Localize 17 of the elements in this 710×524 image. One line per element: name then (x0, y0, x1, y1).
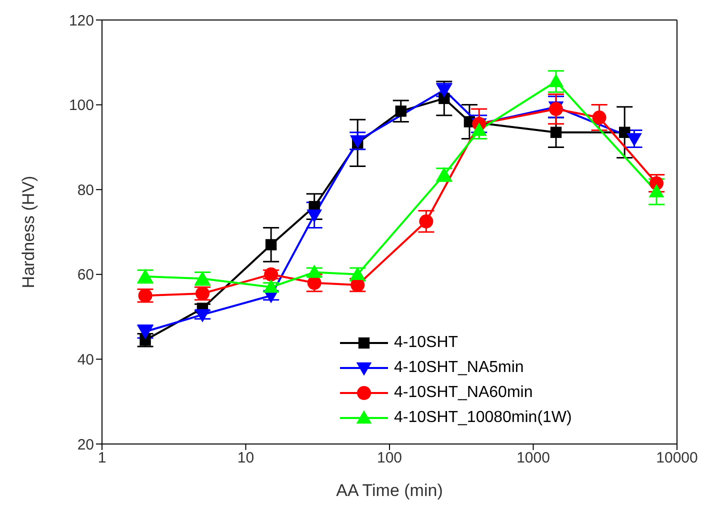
x-tick-label: 10000 (656, 450, 698, 467)
x-tick-label: 10 (237, 450, 254, 467)
y-tick-label: 120 (68, 12, 94, 30)
legend-label: 4-10SHT (394, 333, 458, 353)
x-tick-label: 1000 (516, 450, 550, 467)
x-tick-label: 100 (376, 450, 402, 467)
legend-label: 4-10SHT_NA60min (394, 383, 533, 403)
y-tick-label: 60 (77, 266, 94, 284)
y-axis-title: Hardness (HV) (19, 176, 38, 288)
y-tick-label: 100 (68, 97, 94, 114)
x-tick-label: 1 (98, 450, 106, 467)
y-tick-label: 20 (77, 436, 94, 454)
legend-label: 4-10SHT_NA5min (394, 358, 524, 378)
y-tick-label: 40 (77, 352, 94, 369)
legend-label: 4-10SHT_10080min(1W) (394, 408, 572, 428)
x-axis-title: AA Time (min) (336, 481, 443, 500)
y-tick-label: 80 (77, 182, 94, 199)
